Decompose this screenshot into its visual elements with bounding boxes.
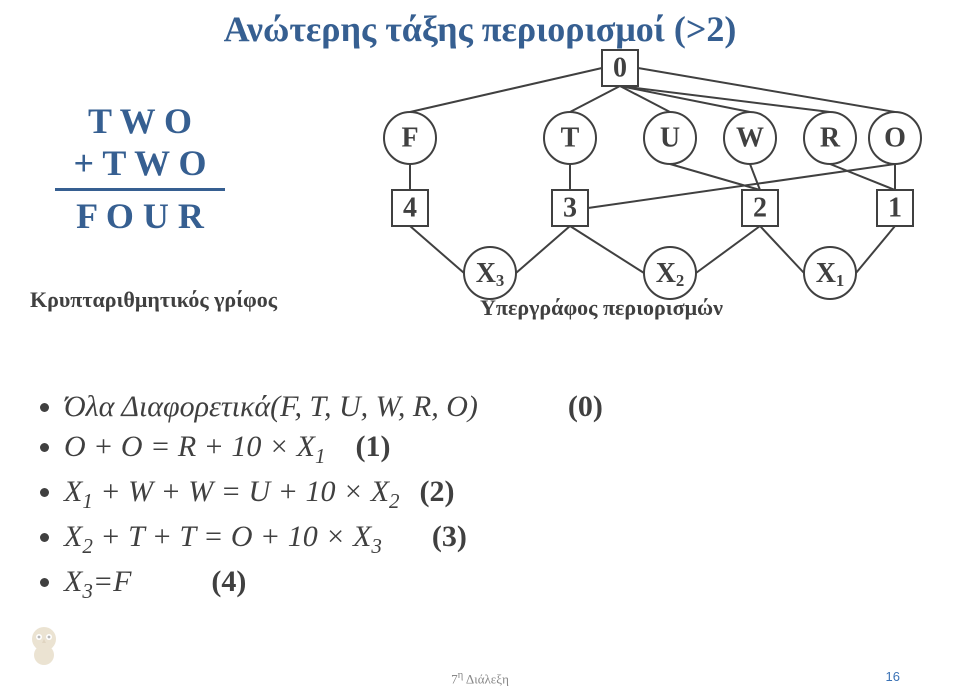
- hypergraph-label: Υπεργράφος περιορισμών: [480, 295, 723, 321]
- node-label-W: W: [736, 123, 764, 154]
- slide-title: Ανώτερης τάξης περιορισμοί (>2): [0, 8, 960, 50]
- node-label-c2: 2: [753, 193, 767, 224]
- node-label-U: U: [660, 123, 680, 154]
- puzzle-line-1: T W O: [30, 100, 250, 142]
- puzzle-line-2: + T W O: [30, 142, 250, 184]
- puzzle-rule: [55, 188, 225, 191]
- edge: [620, 86, 830, 112]
- footer-lecture-number: 7η Διάλεξη: [451, 669, 509, 687]
- edge: [750, 164, 760, 190]
- node-label-R: R: [820, 123, 841, 154]
- edge: [760, 226, 804, 273]
- edge: [570, 86, 620, 112]
- bullet-list: Όλα Διαφορετικά(F, T, U, W, R, O)(0) O + …: [30, 384, 944, 610]
- bullet-item-4: X3=F(4): [64, 565, 944, 604]
- bullet-item-1: O + O = R + 10 × X1(1): [64, 430, 944, 469]
- bullet-item-2: X1 + W + W = U + 10 × X2(2): [64, 475, 944, 514]
- edge: [516, 226, 570, 273]
- bullet-item-3: X2 + T + T = O + 10 × X3(3): [64, 520, 944, 559]
- logo-icon: [20, 621, 68, 669]
- edge: [670, 164, 760, 190]
- edge: [638, 68, 895, 112]
- edge: [410, 226, 464, 273]
- node-label-c0: 0: [613, 53, 627, 84]
- cryptarithmetic-label: Κρυπταριθμητικός γρίφος: [30, 287, 330, 313]
- bullet-item-0: Όλα Διαφορετικά(F, T, U, W, R, O)(0): [64, 390, 944, 424]
- edge: [570, 226, 644, 273]
- node-label-T: T: [561, 123, 580, 154]
- cryptarithmetic-puzzle: T W O + T W O F O U R: [30, 100, 250, 237]
- node-label-c4: 4: [403, 193, 417, 224]
- edge: [856, 226, 895, 273]
- node-label-c1: 1: [888, 193, 902, 224]
- node-label-c3: 3: [563, 193, 577, 224]
- left-column: T W O + T W O F O U R Κρυπταριθμητικός γ…: [30, 100, 330, 313]
- node-label-F: F: [401, 123, 418, 154]
- puzzle-line-3: F O U R: [30, 195, 250, 237]
- node-label-O: O: [884, 123, 906, 154]
- edge: [410, 68, 602, 112]
- edge: [696, 226, 760, 273]
